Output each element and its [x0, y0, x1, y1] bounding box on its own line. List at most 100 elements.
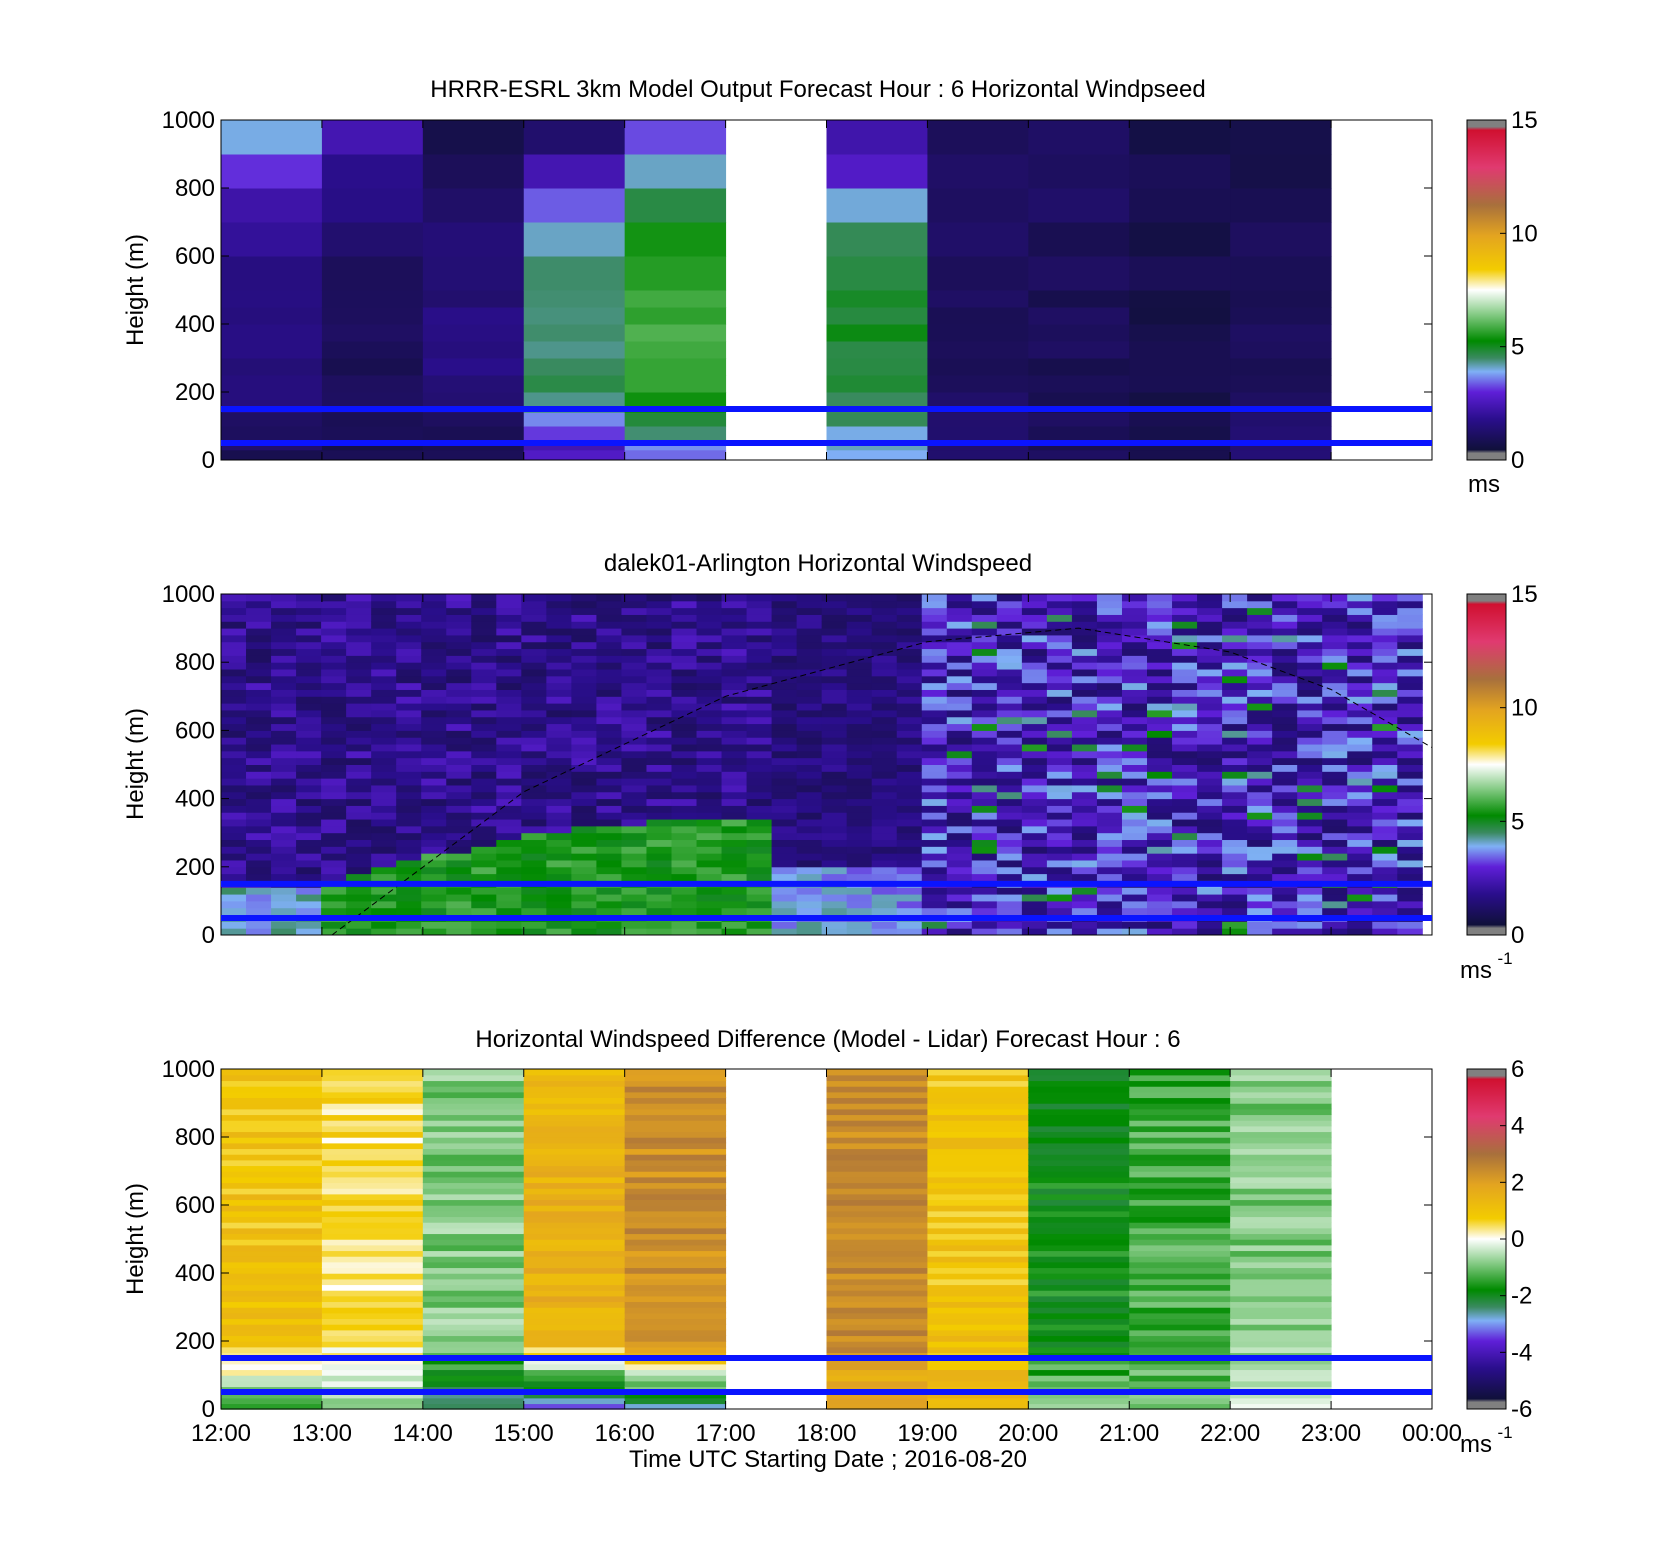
lidar-cell	[1272, 846, 1298, 854]
lidar-cell	[271, 594, 297, 602]
lidar-cell	[1322, 900, 1348, 909]
lidar-cell	[696, 594, 723, 602]
lidar-cell	[971, 805, 998, 813]
lidar-cell	[246, 662, 272, 670]
lidar-cell	[1297, 805, 1323, 813]
lidar-cell	[1046, 675, 1073, 684]
lidar-cell	[746, 866, 773, 875]
lidar-cell	[996, 648, 1023, 656]
difference-cell	[826, 1261, 928, 1269]
lidar-cell	[446, 716, 472, 725]
lidar-cell	[1197, 628, 1223, 636]
difference-cell	[1230, 1153, 1332, 1161]
difference-colorbar-unit-exponent: -1	[1497, 1423, 1512, 1442]
difference-cell	[624, 1227, 727, 1235]
lidar-cell	[1272, 655, 1298, 663]
lidar-cell	[1322, 778, 1348, 786]
lidar-cell	[1071, 689, 1098, 697]
lidar-cell	[1197, 812, 1223, 820]
lidar-cell	[671, 784, 698, 793]
lidar-cell	[771, 900, 798, 909]
difference-cell	[221, 1369, 323, 1376]
lidar-cell	[1272, 819, 1298, 827]
lidar-cell	[271, 621, 297, 629]
lidar-cell	[1071, 921, 1098, 929]
lidar-cell	[396, 662, 422, 670]
lidar-cell	[896, 764, 923, 772]
lidar-cell	[721, 730, 748, 738]
lidar-cell	[521, 641, 547, 650]
lidar-cell	[921, 778, 948, 786]
difference-cell	[422, 1272, 525, 1280]
lidar-cell	[871, 812, 898, 820]
lidar-cell	[1297, 744, 1323, 752]
lidar-cell	[1096, 634, 1123, 643]
difference-cell	[221, 1136, 323, 1144]
lidar-cell	[671, 805, 698, 813]
difference-cell	[826, 1187, 928, 1195]
lidar-cell	[796, 716, 823, 725]
lidar-cell	[1071, 682, 1098, 690]
difference-cell	[927, 1403, 1029, 1410]
difference-cell	[1230, 1142, 1332, 1150]
lidar-cell	[571, 887, 597, 895]
lidar-cell	[721, 614, 748, 622]
lidar-cell	[396, 655, 422, 663]
lidar-cell	[346, 614, 372, 622]
lidar-cell	[1272, 928, 1298, 936]
difference-cell	[1028, 1369, 1130, 1376]
lidar-cell	[1297, 784, 1323, 793]
model-cell	[1028, 375, 1130, 393]
difference-cell	[1129, 1340, 1231, 1348]
lidar-cell	[646, 921, 672, 929]
lidar-cell	[1322, 669, 1348, 677]
lidar-cell	[696, 737, 723, 745]
lidar-cell	[571, 812, 597, 820]
lidar-cell	[571, 798, 597, 806]
lidar-cell	[1247, 853, 1273, 861]
lidar-cell	[821, 750, 848, 759]
lidar-cell	[1197, 730, 1223, 738]
lidar-cell	[346, 621, 372, 629]
difference-cell	[221, 1267, 323, 1274]
lidar-cell	[471, 866, 497, 875]
lidar-cell	[421, 689, 447, 697]
lidar-cell	[946, 662, 973, 670]
lidar-cell	[271, 839, 297, 847]
lidar-cell	[646, 846, 672, 854]
difference-cell	[624, 1142, 727, 1150]
lidar-cell	[1147, 696, 1173, 704]
lidar-cell	[596, 778, 622, 786]
lidar-cell	[1096, 921, 1123, 929]
lidar-cell	[571, 771, 597, 779]
lidar-cell	[1247, 778, 1273, 786]
lidar-cell	[671, 662, 698, 670]
lidar-cell	[1021, 764, 1048, 772]
lidar-cell	[321, 621, 347, 629]
lidar-cell	[821, 839, 848, 847]
lidar-cell	[1046, 730, 1073, 738]
lidar-cell	[321, 798, 347, 806]
lidar-cell	[221, 594, 247, 602]
lidar-cell	[871, 873, 898, 881]
lidar-cell	[1247, 791, 1273, 800]
lidar-cell	[796, 778, 823, 786]
model-cell	[321, 358, 424, 376]
lidar-cell	[1372, 737, 1398, 745]
lidar-cell	[1096, 825, 1123, 834]
difference-cell	[1129, 1284, 1231, 1291]
lidar-cell	[1372, 832, 1398, 841]
difference-cell	[826, 1363, 928, 1371]
difference-cell	[826, 1102, 928, 1110]
lidar-cell	[671, 744, 698, 752]
lidar-cell	[746, 628, 773, 636]
lidar-cell	[1172, 873, 1198, 881]
lidar-cell	[1347, 709, 1373, 718]
lidar-cell	[1046, 907, 1073, 916]
lidar-cell	[646, 634, 672, 643]
lidar-cell	[921, 723, 948, 731]
lidar-cell	[1071, 737, 1098, 745]
model-cell	[523, 256, 626, 291]
difference-cell	[1230, 1278, 1332, 1286]
lidar-cell	[321, 764, 347, 772]
